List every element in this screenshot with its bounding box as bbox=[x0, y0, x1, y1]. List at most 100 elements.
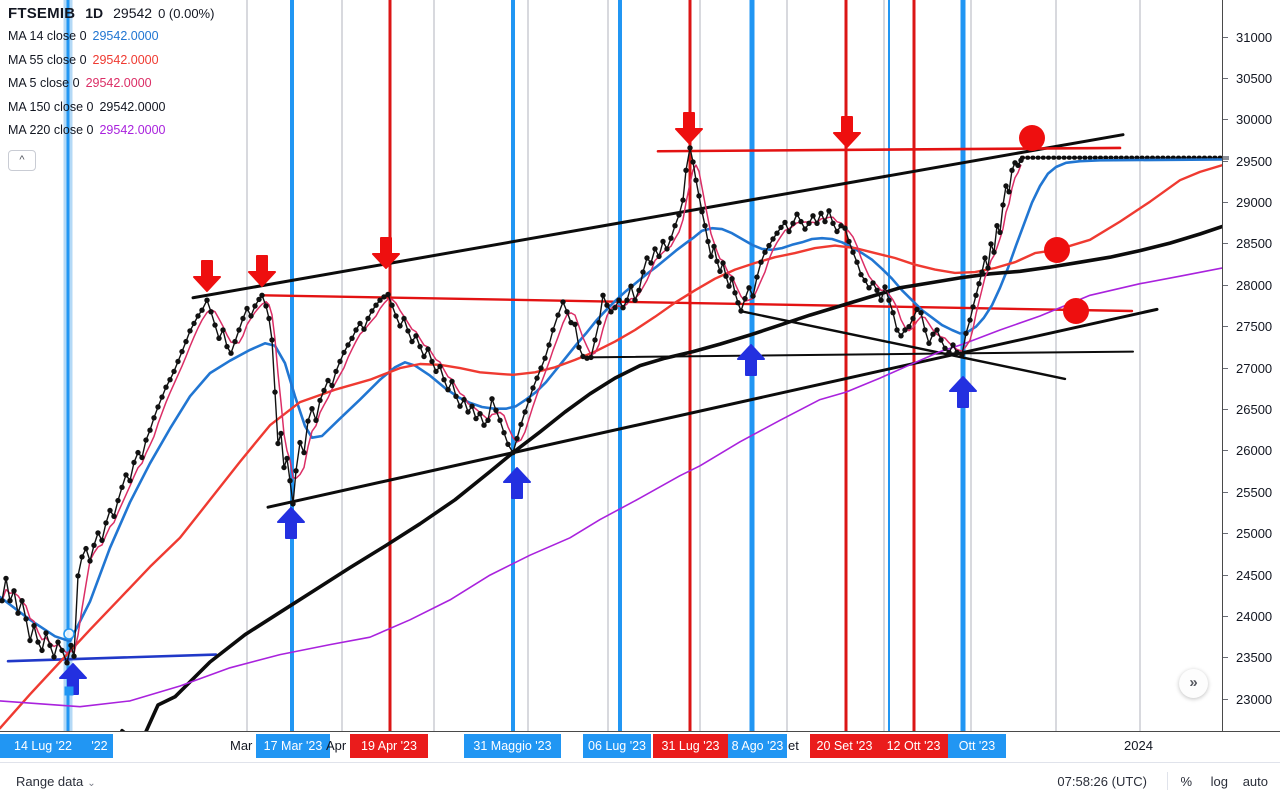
sell-arrow-down-icon[interactable] bbox=[193, 260, 221, 292]
timeframe[interactable]: 1D bbox=[85, 5, 104, 21]
buy-arrow-up-icon[interactable] bbox=[949, 376, 977, 408]
price-dot bbox=[1015, 162, 1021, 168]
drawing-handle-square[interactable] bbox=[64, 686, 74, 696]
upper-channel-line[interactable] bbox=[191, 133, 1125, 300]
toolbar-divider bbox=[1167, 772, 1168, 790]
price-axis-tick bbox=[1223, 326, 1228, 328]
price-dot bbox=[806, 220, 812, 226]
price-dot bbox=[461, 396, 467, 403]
price-dot bbox=[708, 253, 714, 260]
price-dot bbox=[329, 382, 335, 389]
red-circle-marker[interactable] bbox=[1063, 298, 1089, 324]
sell-arrow-down-icon[interactable] bbox=[675, 112, 703, 144]
price-dot bbox=[1000, 202, 1006, 208]
drawing-handle-circle[interactable] bbox=[63, 628, 75, 640]
scroll-to-latest-button[interactable]: » bbox=[1179, 669, 1208, 698]
sell-arrow-down-icon[interactable] bbox=[833, 116, 861, 148]
legend-row-ma220[interactable]: MA 220 close 0 29542.0000 bbox=[8, 124, 214, 137]
price-dot bbox=[212, 322, 218, 328]
ma-line-ma220[interactable] bbox=[0, 267, 1222, 708]
legend-row-ma5[interactable]: MA 5 close 0 29542.0000 bbox=[8, 77, 214, 90]
price-dot bbox=[926, 340, 932, 346]
ma220-value: 29542.0000 bbox=[99, 123, 166, 137]
red-circle-marker[interactable] bbox=[1019, 125, 1045, 151]
price-dot bbox=[481, 422, 487, 428]
red-circle-marker[interactable] bbox=[1044, 237, 1070, 263]
symbol-title-row[interactable]: FTSEMIB 1D 29542 0 (0.00%) bbox=[8, 6, 214, 21]
sell-arrow-down-icon[interactable] bbox=[372, 237, 400, 269]
date-badge[interactable]: 14 Lug '22 bbox=[0, 734, 86, 758]
price-axis-label: 30000 bbox=[1236, 112, 1273, 128]
price-dot bbox=[729, 276, 735, 282]
price-dot bbox=[762, 249, 768, 255]
price-dot bbox=[465, 409, 471, 415]
buy-arrow-up-icon[interactable] bbox=[59, 663, 87, 695]
buy-arrow-up-icon[interactable] bbox=[277, 507, 305, 539]
price-dot bbox=[309, 406, 315, 412]
price-dot bbox=[19, 598, 25, 604]
price-dot bbox=[385, 291, 391, 298]
date-badge[interactable]: 19 Apr '23 bbox=[350, 734, 428, 758]
price-axis[interactable]: 31000 30500 30000 29500 29000 28500 28000 27500… bbox=[1222, 0, 1280, 731]
percent-scale-button[interactable]: % bbox=[1180, 774, 1192, 789]
date-badge[interactable]: 12 Ott '23 bbox=[879, 734, 948, 758]
chart-pane[interactable] bbox=[0, 0, 1222, 731]
price-dot bbox=[660, 238, 666, 245]
date-badge[interactable]: 06 Lug '23 bbox=[583, 734, 651, 758]
price-dot bbox=[976, 281, 982, 287]
buy-arrow-up-icon[interactable] bbox=[503, 467, 531, 499]
price-dot bbox=[648, 260, 654, 266]
ma-line-ma55[interactable] bbox=[0, 164, 1222, 730]
price-dot bbox=[991, 249, 997, 255]
legend-row-ma14[interactable]: MA 14 close 0 29542.0000 bbox=[8, 30, 214, 43]
log-scale-button[interactable]: log bbox=[1210, 774, 1228, 789]
ma-line-ma5[interactable] bbox=[1, 164, 1022, 655]
price-axis-tick bbox=[1223, 77, 1228, 79]
ma-line-ma150[interactable] bbox=[120, 224, 1222, 731]
clock-utc[interactable]: 07:58:26 (UTC) bbox=[1057, 774, 1147, 789]
range-data-dropdown[interactable]: Range data ⌄ bbox=[16, 774, 96, 789]
price-dot bbox=[317, 397, 323, 404]
price-dot bbox=[55, 639, 61, 645]
price-dot bbox=[687, 145, 693, 151]
price-dot bbox=[518, 421, 524, 428]
ma-line-ma14[interactable] bbox=[0, 158, 1222, 643]
date-badge[interactable]: Ott '23 bbox=[948, 734, 1006, 758]
date-badge[interactable]: 31 Maggio '23 bbox=[464, 734, 561, 758]
descending-black-line[interactable] bbox=[738, 309, 1067, 381]
date-badge[interactable]: '22 bbox=[86, 734, 113, 758]
buy-arrow-up-icon[interactable] bbox=[737, 344, 765, 376]
price-dot bbox=[3, 575, 9, 582]
date-badge[interactable]: 17 Mar '23 bbox=[256, 734, 330, 758]
price-dot bbox=[572, 321, 578, 327]
price-dot bbox=[818, 210, 824, 216]
price-dot bbox=[220, 327, 226, 333]
red-resistance-line[interactable] bbox=[656, 146, 1122, 153]
legend-row-ma55[interactable]: MA 55 close 0 29542.0000 bbox=[8, 53, 214, 67]
date-badge[interactable]: 8 Ago '23 bbox=[728, 734, 787, 758]
chart-canvas[interactable] bbox=[0, 0, 1222, 731]
auto-scale-button[interactable]: auto bbox=[1242, 774, 1268, 789]
date-badge[interactable]: 31 Lug '23 bbox=[653, 734, 728, 758]
price-dot bbox=[75, 573, 81, 579]
red-sloped-line[interactable] bbox=[261, 294, 1134, 313]
price-dot bbox=[278, 430, 284, 437]
legend-row-ma150[interactable]: MA 150 close 0 29542.0000 bbox=[8, 99, 214, 114]
lower-channel-line[interactable] bbox=[266, 307, 1159, 509]
symbol-name[interactable]: FTSEMIB bbox=[8, 5, 76, 22]
price-dot bbox=[550, 327, 556, 333]
legend-collapse-button[interactable]: ^ bbox=[8, 149, 36, 171]
date-badge[interactable]: 20 Set '23 bbox=[810, 734, 879, 758]
price-dot bbox=[778, 224, 784, 231]
price-dot bbox=[774, 230, 780, 236]
price-dot bbox=[389, 302, 395, 308]
date-axis[interactable]: 14 Lug '22'22 17 Mar '23 19 Apr '23 31 Magg… bbox=[0, 731, 1280, 763]
blue-support-line[interactable] bbox=[6, 653, 218, 663]
sell-arrow-down-icon[interactable] bbox=[248, 255, 276, 287]
price-dot bbox=[802, 226, 808, 232]
price-dot bbox=[232, 338, 238, 345]
price-dot bbox=[269, 337, 275, 343]
price-dot bbox=[397, 323, 403, 329]
ma150-value: 29542.0000 bbox=[99, 99, 166, 114]
